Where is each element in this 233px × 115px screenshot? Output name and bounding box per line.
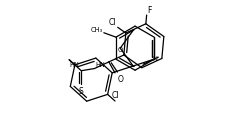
Text: Cl: Cl (111, 91, 119, 99)
Text: N: N (152, 55, 157, 61)
Text: S: S (79, 86, 84, 95)
Text: HN: HN (95, 62, 105, 68)
Text: CH₃: CH₃ (91, 27, 103, 33)
Text: F: F (147, 6, 152, 15)
Text: O: O (118, 74, 123, 83)
Text: Cl: Cl (109, 18, 116, 27)
Text: O: O (118, 47, 123, 53)
Text: HN: HN (70, 61, 79, 67)
